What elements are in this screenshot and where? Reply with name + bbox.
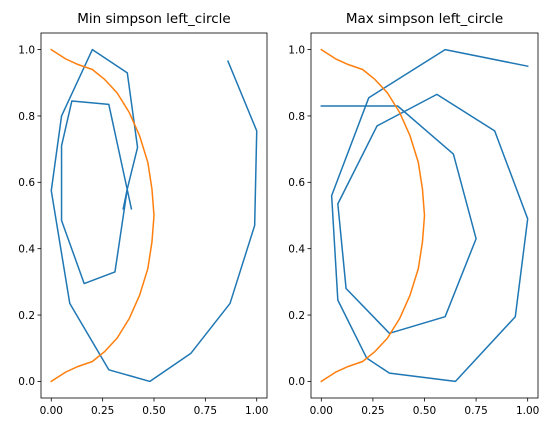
series-line-3 (50, 48, 155, 383)
chart-title: Max simpson left_circle (346, 11, 503, 27)
x-tick-label: 0.00 (40, 405, 63, 417)
x-tick-label: 0.25 (91, 405, 114, 417)
y-tick-label: 1.0 (288, 44, 305, 56)
plot-area (320, 48, 529, 383)
x-tick-label: 0.00 (310, 405, 333, 417)
y-tick-label: 0.8 (288, 111, 305, 123)
y-tick-label: 0.4 (288, 243, 305, 255)
y-tick-label: 0.2 (288, 310, 305, 322)
chart-panel-1: 0.00 0.25 0.50 0.75 1.00 0.0 0.2 0.4 0.6 0.8 1.0 Mi… (18, 11, 268, 417)
x-tick-label: 0.75 (464, 405, 487, 417)
y-tick-label: 0.6 (18, 177, 35, 189)
y-tick-label: 1.0 (18, 44, 35, 56)
chart-title: Min simpson left_circle (77, 11, 230, 27)
series-line-2 (320, 48, 426, 383)
y-tick-label: 0.4 (18, 243, 35, 255)
x-tick-label: 0.50 (413, 405, 436, 417)
series-line-2 (60, 100, 133, 285)
plot-area (50, 48, 258, 383)
y-tick-label: 0.0 (288, 376, 305, 388)
x-tick-label: 0.50 (142, 405, 165, 417)
x-tick-label: 0.25 (361, 405, 384, 417)
x-tick-label: 0.75 (194, 405, 217, 417)
y-tick-label: 0.8 (18, 111, 35, 123)
x-tick-label: 1.00 (245, 405, 268, 417)
y-tick-label: 0.2 (18, 310, 35, 322)
y-tick-label: 0.6 (288, 177, 305, 189)
x-tick-label: 1.00 (516, 405, 539, 417)
chart-panel-2: 0.00 0.25 0.50 0.75 1.00 0.0 0.2 0.4 0.6 0.8 1.0 Ma… (288, 11, 539, 417)
series-line-1 (320, 48, 529, 383)
y-tick-label: 0.0 (18, 376, 35, 388)
